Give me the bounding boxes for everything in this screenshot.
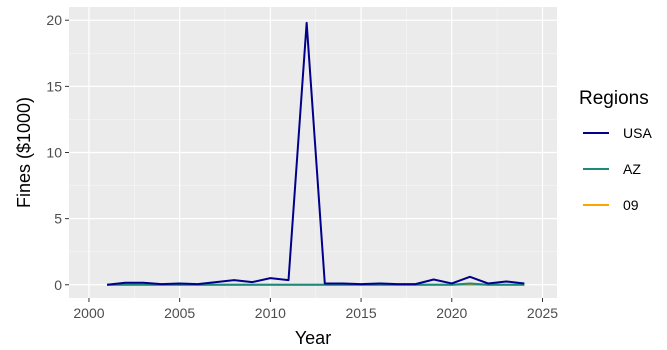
legend: Regions USA AZ 09 [579,88,652,220]
x-axis: 2000 2005 2010 2015 2020 2025 [73,298,558,321]
y-tick-label: 15 [46,78,62,94]
x-tick-label: 2005 [164,305,195,321]
x-axis-title: Year [295,328,331,348]
x-tick-label: 2015 [345,305,376,321]
x-tick-label: 2025 [527,305,558,321]
x-tick-label: 2000 [73,305,104,321]
legend-label-usa: USA [623,125,652,141]
y-axis-title: Fines ($1000) [14,97,34,208]
legend-label-az: AZ [623,161,641,177]
legend-label-09: 09 [623,197,639,213]
x-tick-label: 2020 [436,305,467,321]
y-axis: 0 5 10 15 20 [46,12,69,293]
y-tick-label: 5 [54,211,62,227]
x-tick-label: 2010 [255,305,286,321]
series-line-az [107,282,525,286]
y-tick-label: 0 [54,277,62,293]
y-tick-label: 20 [46,12,62,28]
series-lines [106,21,525,286]
y-tick-label: 10 [46,145,62,161]
legend-title: Regions [579,88,649,109]
series-line-usa [106,21,525,286]
